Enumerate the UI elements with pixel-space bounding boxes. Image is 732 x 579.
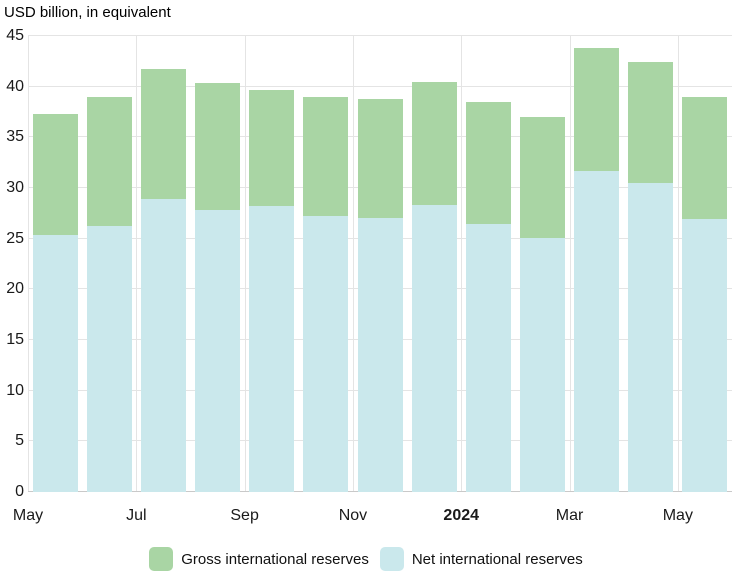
y-tick-label: 15 xyxy=(6,331,24,348)
legend-item-net: Net international reserves xyxy=(379,547,583,571)
y-tick-label: 25 xyxy=(6,229,24,247)
legend-label-gross: Gross international reserves xyxy=(181,550,369,568)
gridline-horizontal xyxy=(28,35,732,36)
y-tick-label: 30 xyxy=(6,179,24,196)
bar-net-reserves xyxy=(519,237,565,492)
gridline-vertical xyxy=(677,36,679,492)
y-tick-label: 5 xyxy=(15,432,24,450)
x-tick-label: Mar xyxy=(555,507,584,524)
net-reserves-swatch-icon xyxy=(379,547,404,571)
y-tick-label: 35 xyxy=(6,128,24,146)
x-tick-label: Sep xyxy=(230,507,259,524)
x-tick-label: May xyxy=(662,507,693,524)
gross-reserves-swatch-icon xyxy=(149,547,174,571)
x-tick-label: 2024 xyxy=(443,507,480,524)
y-tick-label: 40 xyxy=(6,77,24,95)
gridline-vertical xyxy=(244,36,246,492)
bar-net-reserves xyxy=(465,224,511,492)
bar-net-reserves xyxy=(140,199,186,492)
chart-title: USD billion, in equivalent xyxy=(4,4,171,21)
bar-net-reserves xyxy=(411,205,457,492)
gridline-vertical xyxy=(461,36,463,492)
gridline-vertical xyxy=(569,36,571,492)
bar-net-reserves xyxy=(357,218,403,492)
y-tick-label: 45 xyxy=(6,27,24,44)
gridline-vertical xyxy=(28,36,29,492)
gridline-horizontal xyxy=(28,85,732,87)
bar-net-reserves xyxy=(303,216,349,492)
x-tick-label: Jul xyxy=(126,507,147,524)
gridline-vertical xyxy=(352,36,354,492)
y-tick-label: 0 xyxy=(15,483,24,500)
bar-net-reserves xyxy=(574,170,620,492)
plot-area xyxy=(28,35,732,492)
bar-net-reserves xyxy=(86,225,132,492)
legend-item-gross: Gross international reserves xyxy=(149,547,369,571)
x-tick-label: Nov xyxy=(338,507,368,524)
legend-label-net: Net international reserves xyxy=(411,550,583,568)
bar-net-reserves xyxy=(628,182,674,492)
bar-net-reserves xyxy=(249,206,295,492)
y-tick-label: 20 xyxy=(6,280,24,298)
bar-net-reserves xyxy=(682,219,728,492)
legend: Gross international reserves Net interna… xyxy=(0,547,732,571)
gridline-vertical xyxy=(136,36,138,492)
bar-net-reserves xyxy=(195,210,241,492)
x-tick-label: May xyxy=(12,507,44,524)
y-tick-label: 10 xyxy=(6,381,24,399)
bar-net-reserves xyxy=(32,234,78,492)
